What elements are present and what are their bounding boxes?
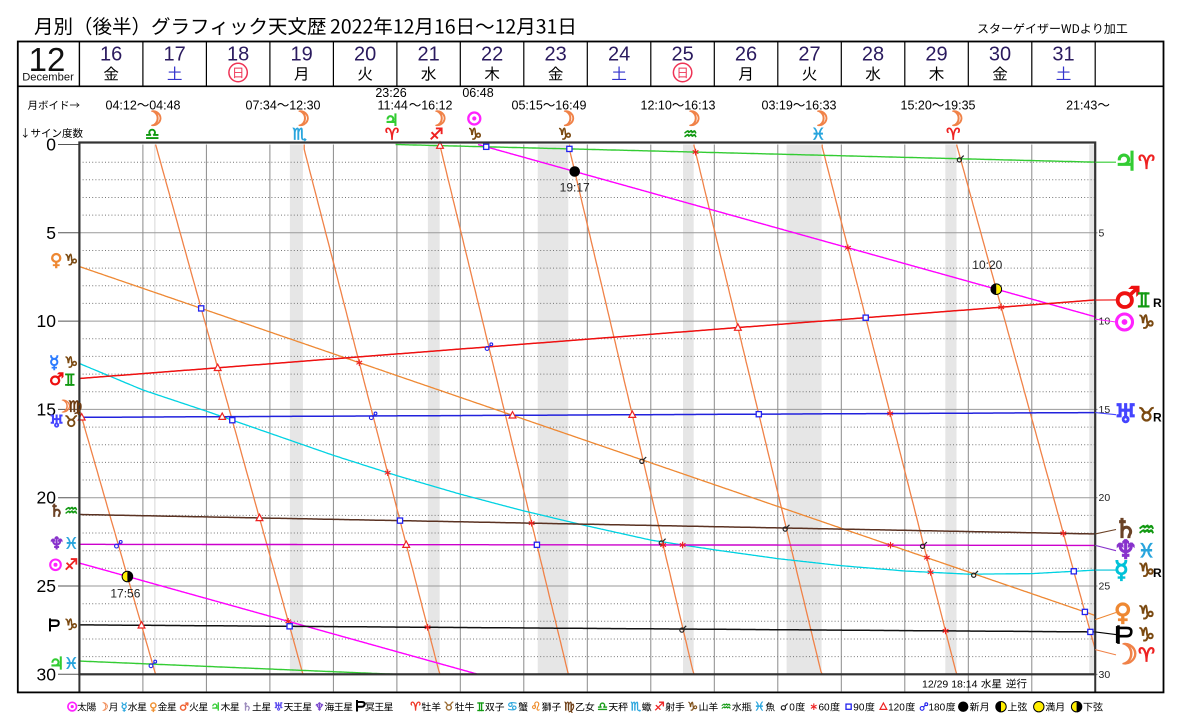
- svg-text:20: 20: [1099, 492, 1111, 504]
- svg-text:21: 21: [417, 44, 439, 66]
- svg-text:05:15: 05:15: [512, 99, 543, 113]
- svg-text:27: 27: [798, 44, 820, 66]
- svg-text:03:19: 03:19: [762, 99, 793, 113]
- svg-text:12:30: 12:30: [289, 99, 320, 113]
- svg-text:12: 12: [29, 41, 66, 78]
- svg-text:04:12: 04:12: [106, 99, 137, 113]
- svg-text:23: 23: [544, 44, 566, 66]
- svg-text:12/29 18:14: 12/29 18:14: [922, 679, 978, 691]
- svg-text:19:17: 19:17: [560, 181, 590, 195]
- svg-text:5: 5: [46, 223, 56, 243]
- svg-text:16:13: 16:13: [684, 99, 715, 113]
- svg-text:R: R: [1153, 566, 1162, 580]
- svg-text:31: 31: [1052, 44, 1074, 66]
- svg-text:30: 30: [989, 44, 1011, 66]
- svg-text:120: 120: [888, 703, 905, 714]
- svg-text:90: 90: [853, 703, 865, 714]
- svg-text:December: December: [22, 72, 74, 84]
- svg-text:28: 28: [862, 44, 884, 66]
- svg-text:30: 30: [1099, 669, 1111, 681]
- svg-text:17: 17: [163, 44, 185, 66]
- svg-text:16:12: 16:12: [421, 99, 452, 113]
- svg-text:10: 10: [37, 311, 57, 331]
- svg-text:30: 30: [37, 664, 57, 684]
- svg-text:19: 19: [290, 44, 312, 66]
- svg-text:60: 60: [819, 703, 831, 714]
- svg-text:15:20: 15:20: [901, 99, 932, 113]
- svg-text:25: 25: [37, 576, 56, 596]
- svg-text:20: 20: [354, 44, 376, 66]
- svg-text:10:20: 10:20: [972, 258, 1002, 272]
- svg-text:20: 20: [37, 488, 57, 508]
- svg-text:19:35: 19:35: [944, 99, 975, 113]
- svg-text:15: 15: [1099, 404, 1111, 416]
- svg-text:5: 5: [1099, 227, 1105, 239]
- svg-text:10: 10: [1099, 316, 1111, 328]
- svg-text:R: R: [1153, 411, 1162, 425]
- svg-text:25: 25: [1099, 581, 1111, 593]
- svg-text:180: 180: [929, 703, 946, 714]
- svg-text:07:34: 07:34: [246, 99, 277, 113]
- svg-text:16:33: 16:33: [805, 99, 836, 113]
- svg-text:15: 15: [37, 399, 56, 419]
- svg-text:16:49: 16:49: [555, 99, 586, 113]
- svg-text:29: 29: [925, 44, 947, 66]
- svg-text:16: 16: [100, 44, 122, 66]
- svg-text:26: 26: [735, 44, 757, 66]
- svg-text:25: 25: [671, 44, 693, 66]
- svg-text:11:44: 11:44: [378, 99, 408, 113]
- svg-text:0: 0: [46, 135, 56, 155]
- svg-text:12:10: 12:10: [641, 99, 672, 113]
- svg-text:18: 18: [227, 44, 249, 66]
- svg-text:22: 22: [481, 44, 503, 66]
- svg-text:06:48: 06:48: [462, 86, 493, 100]
- svg-text:24: 24: [608, 44, 630, 66]
- svg-text:23:26: 23:26: [375, 86, 406, 100]
- svg-text:R: R: [1153, 296, 1162, 310]
- svg-text:0: 0: [789, 703, 795, 714]
- svg-text:21:43: 21:43: [1066, 99, 1097, 113]
- svg-text:17:56: 17:56: [110, 587, 140, 601]
- svg-text:04:48: 04:48: [149, 99, 180, 113]
